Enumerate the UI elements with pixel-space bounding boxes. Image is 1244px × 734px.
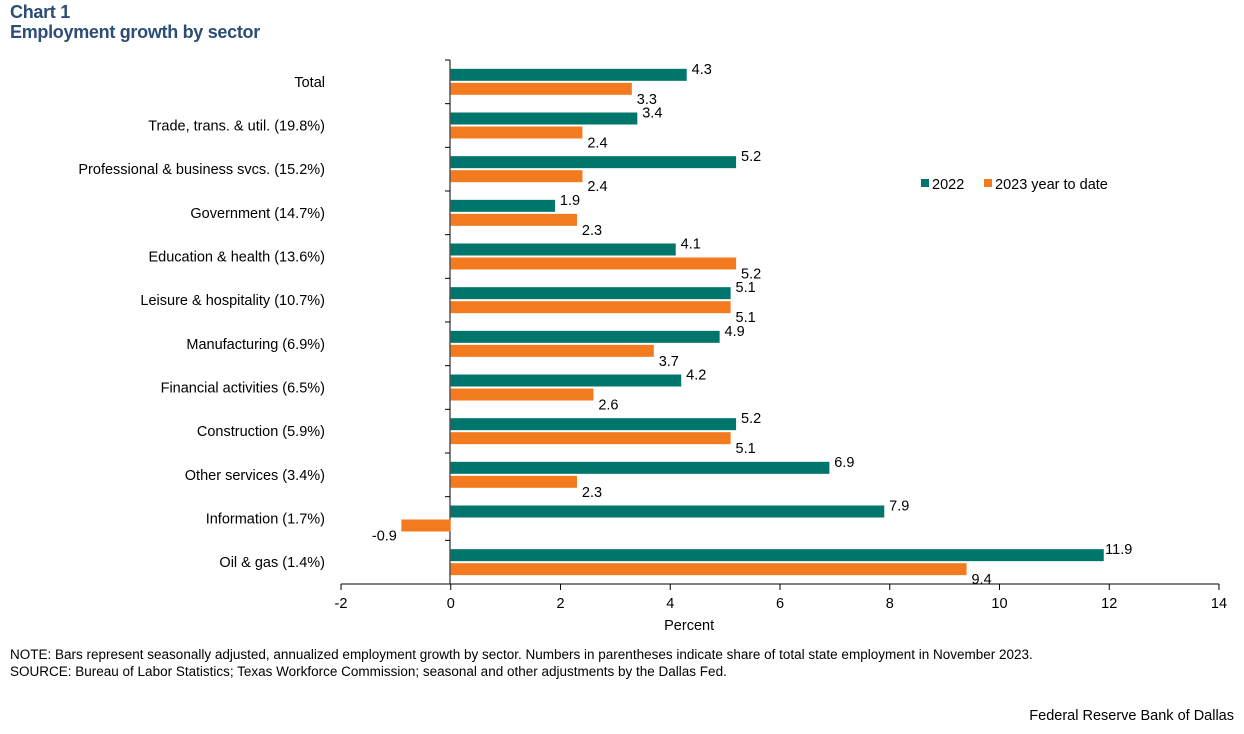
data-label: 5.1 — [736, 280, 756, 296]
data-label: 4.1 — [681, 237, 701, 253]
data-label: 3.3 — [637, 92, 657, 108]
bar-series-2023-ytd — [450, 257, 737, 270]
chart-title: Employment growth by sector — [10, 22, 260, 42]
bar-series-2022 — [450, 68, 687, 81]
bar-series-2023-ytd — [450, 475, 577, 488]
category-label: Oil & gas (1.4%) — [219, 555, 325, 571]
data-label: 2.3 — [582, 485, 602, 501]
bar-series-2023-ytd — [450, 388, 594, 401]
bar-series-2023-ytd — [450, 432, 731, 445]
data-label: 5.2 — [741, 267, 761, 283]
data-label: 5.2 — [741, 149, 761, 165]
category-label: Information (1.7%) — [206, 512, 325, 528]
chart-title-block: Chart 1 Employment growth by sector — [10, 2, 260, 42]
data-label: 5.2 — [741, 411, 761, 427]
value-tick-label: 6 — [776, 596, 784, 612]
bar-series-2023-ytd — [450, 126, 583, 139]
footnotes: NOTE: Bars represent seasonally adjusted… — [10, 646, 1033, 680]
data-label: 7.9 — [889, 499, 909, 515]
bar-series-2022 — [450, 461, 830, 474]
bar-series-2022 — [450, 199, 556, 212]
value-tick-label: -2 — [335, 596, 348, 612]
category-label: Construction (5.9%) — [197, 424, 325, 440]
chart-number: Chart 1 — [10, 2, 70, 22]
legend-swatch — [921, 179, 929, 187]
data-label: 3.7 — [659, 354, 679, 370]
data-label: 2.6 — [598, 398, 618, 414]
bar-series-2022 — [450, 505, 885, 518]
legend-label: 2023 year to date — [995, 177, 1108, 193]
value-tick-label: 10 — [991, 596, 1007, 612]
category-label: Education & health (13.6%) — [148, 250, 325, 266]
data-label: 2.3 — [582, 223, 602, 239]
publisher-credit: Federal Reserve Bank of Dallas — [1029, 708, 1234, 724]
bar-chart: -2 0 2 4 6 8 10 12 14 Percent Total 4.3 3.3 Trade, tr… — [78, 59, 1227, 634]
bar-series-2022 — [450, 374, 682, 387]
data-label: 9.4 — [971, 572, 991, 588]
value-tick-label: 4 — [666, 596, 674, 612]
category-label: Total — [294, 75, 325, 91]
data-label: -0.9 — [372, 529, 397, 545]
bar-series-2023-ytd — [450, 170, 583, 183]
legend-label: 2022 — [932, 177, 964, 193]
x-axis-title: Percent — [664, 618, 714, 634]
legend-swatch — [984, 179, 992, 187]
bar-series-2022 — [450, 330, 720, 343]
bar-series-2023-ytd — [450, 82, 632, 95]
bar-series-2023-ytd — [450, 213, 577, 226]
bar-series-2023-ytd — [450, 344, 654, 357]
bar-series-2022 — [450, 549, 1104, 562]
data-label: 5.1 — [736, 441, 756, 457]
bar-series-2022 — [450, 112, 638, 125]
data-label: 4.3 — [692, 62, 712, 78]
bar-series-2023-ytd — [401, 519, 451, 532]
value-tick-label: 12 — [1101, 596, 1117, 612]
category-label: Trade, trans. & util. (19.8%) — [148, 119, 325, 135]
data-label: 1.9 — [560, 193, 580, 209]
category-label: Financial activities (6.5%) — [161, 381, 325, 397]
category-label: Other services (3.4%) — [185, 468, 325, 484]
value-tick-label: 2 — [556, 596, 564, 612]
data-label: 5.1 — [736, 310, 756, 326]
category-label: Government (14.7%) — [190, 206, 325, 222]
category-label: Leisure & hospitality (10.7%) — [140, 293, 325, 309]
data-label: 3.4 — [642, 106, 662, 122]
data-label: 4.9 — [725, 324, 745, 340]
data-label: 4.2 — [686, 368, 706, 384]
source-text: SOURCE: Bureau of Labor Statistics; Texa… — [10, 664, 727, 679]
bar-series-2022 — [450, 243, 676, 256]
value-tick-label: 14 — [1211, 596, 1227, 612]
bar-series-2022 — [450, 156, 737, 169]
data-label: 6.9 — [834, 455, 854, 471]
bar-series-2023-ytd — [450, 301, 731, 314]
bar-series-2022 — [450, 418, 737, 431]
data-label: 2.4 — [587, 136, 607, 152]
data-label: 11.9 — [1105, 542, 1132, 558]
value-tick-label: 0 — [447, 596, 455, 612]
value-tick-label: 8 — [886, 596, 894, 612]
bar-series-2023-ytd — [450, 563, 967, 576]
data-label: 2.4 — [587, 179, 607, 195]
note-text: NOTE: Bars represent seasonally adjusted… — [10, 647, 1033, 662]
category-label: Professional & business svcs. (15.2%) — [78, 162, 325, 178]
category-label: Manufacturing (6.9%) — [186, 337, 325, 353]
bar-series-2022 — [450, 287, 731, 300]
